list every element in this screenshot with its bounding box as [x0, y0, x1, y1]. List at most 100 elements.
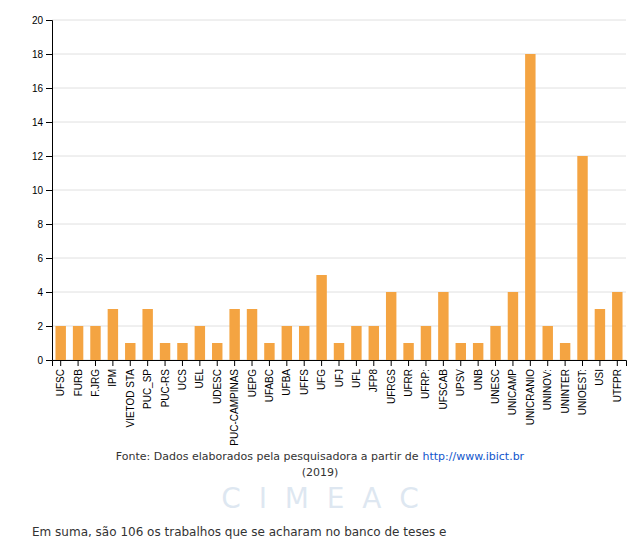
tick: UFJ [334, 360, 345, 387]
tick-mark [46, 360, 52, 361]
bar [490, 326, 500, 360]
bar [195, 326, 205, 360]
tick-label: UNIOEST: [577, 369, 588, 415]
tick-mark [130, 360, 131, 366]
tick: UFABC [264, 360, 275, 402]
tick-mark [46, 122, 52, 123]
tick-mark [512, 360, 513, 366]
tick-label: UFRR [403, 369, 414, 397]
bar [560, 343, 570, 360]
tick: UNIOEST: [577, 360, 588, 415]
tick-label: F.JRG [90, 369, 101, 397]
bar [386, 292, 396, 360]
bar [177, 343, 187, 360]
bar [525, 54, 535, 360]
bar [90, 326, 100, 360]
bar [456, 343, 466, 360]
bottom-text: Em suma, são 106 os trabalhos que se ach… [32, 525, 446, 539]
chart: 02468101214161820UFSCFURBF.JRGIPMVIETOD … [0, 0, 640, 548]
tick-mark [286, 360, 287, 366]
bar [473, 343, 483, 360]
tick-label: UNICRANIO [525, 369, 536, 425]
tick: UNINTER [560, 360, 571, 413]
tick-mark [182, 360, 183, 366]
tick: UFRP: [420, 360, 431, 399]
tick-label: UFRP: [420, 369, 431, 399]
watermark: C I M E A C [221, 482, 418, 515]
annotations: Fonte: Dados elaborados pela pesquisador… [32, 450, 525, 539]
tick-label: UFL [351, 369, 362, 388]
tick-label: UDESC [212, 369, 223, 404]
tick-mark [95, 360, 96, 366]
tick-label: PUC-RS [160, 369, 171, 408]
source-year: (2019) [302, 466, 339, 479]
source-url[interactable]: http://www.ibict.br [423, 450, 525, 463]
axis-line [46, 21, 53, 361]
tick: UFG [316, 360, 327, 390]
tick-mark [46, 20, 52, 21]
grid-line [52, 326, 626, 327]
tick-mark [78, 360, 79, 366]
tick-mark [425, 360, 426, 366]
tick-label: UEPG [247, 369, 258, 398]
bar [160, 343, 170, 360]
y-axis: 02468101214161820 [32, 15, 53, 366]
tick: 14 [32, 117, 52, 128]
tick-mark [547, 360, 548, 366]
tick-mark [46, 190, 52, 191]
tick-mark [217, 360, 218, 366]
tick: UNESC [490, 360, 501, 404]
tick-label: UFSC [55, 369, 66, 396]
tick-label: UFG [316, 369, 327, 390]
tick-mark [565, 360, 566, 366]
tick: UFSCAB [438, 360, 449, 410]
tick-label: 12 [32, 151, 44, 162]
tick-label: UEL [194, 369, 205, 389]
grid-line [52, 190, 626, 191]
tick-label: PUC_SP [142, 369, 153, 409]
bar [282, 326, 292, 360]
tick: UFSC [55, 360, 66, 396]
tick: UTFPR [612, 360, 623, 402]
bar [612, 292, 622, 360]
tick-label: JFP8 [368, 369, 379, 393]
bar [577, 156, 587, 360]
tick-mark [530, 360, 531, 366]
tick-mark [165, 360, 166, 366]
tick-label: UNINOV: [542, 369, 553, 410]
tick-mark [356, 360, 357, 366]
tick: 12 [32, 151, 52, 162]
tick-label: PUC-CAMPINAS [229, 369, 240, 446]
grid-line [52, 122, 626, 123]
tick-label: VIETOD STA [125, 369, 136, 428]
tick: UPSV [455, 360, 466, 396]
tick-label: UFRGS [386, 369, 397, 404]
tick: PUC-CAMPINAS [229, 360, 240, 446]
bar [108, 309, 118, 360]
source-link[interactable]: http://www.ibict.br [423, 450, 525, 463]
tick-mark [460, 360, 461, 366]
grid-line [52, 156, 626, 157]
bar [543, 326, 553, 360]
bar [351, 326, 361, 360]
tick-mark [339, 360, 340, 366]
tick: UFRR [403, 360, 414, 397]
tick-label: 6 [37, 253, 43, 264]
tick-label: UCS [177, 369, 188, 390]
tick-label: UFABC [264, 369, 275, 402]
tick: UFFS [299, 360, 310, 395]
tick: FURB [73, 360, 84, 396]
tick-label: FURB [73, 369, 84, 397]
bar [299, 326, 309, 360]
tick-label: UFBA [281, 369, 292, 396]
tick-label: UTFPR [612, 369, 623, 402]
tick: UEPG [247, 360, 258, 397]
bar [421, 326, 431, 360]
tick-mark [46, 88, 52, 89]
plot: 02468101214161820UFSCFURBF.JRGIPMVIETOD … [32, 15, 627, 446]
bar [142, 309, 152, 360]
tick: 16 [32, 83, 52, 94]
tick: UEL [194, 360, 205, 388]
axis-line [53, 361, 627, 367]
tick-mark [373, 360, 374, 366]
